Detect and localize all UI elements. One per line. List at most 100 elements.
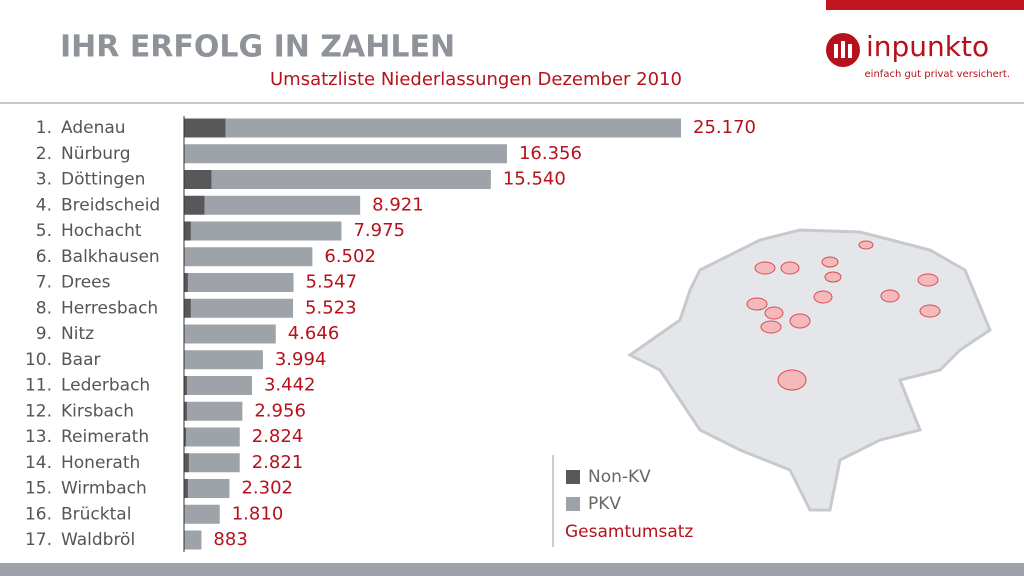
legend-swatch: [566, 470, 580, 484]
category-label: Honerath: [61, 453, 140, 473]
legend-label: Non-KV: [588, 467, 651, 487]
total-label: 2.956: [254, 400, 306, 421]
rank-label: 10.: [25, 350, 52, 370]
logo-text: inpunkto: [866, 30, 989, 63]
category-label: Nitz: [61, 324, 94, 344]
rank-label: 4.: [36, 195, 52, 215]
bar-segment: [184, 170, 212, 189]
rank-label: 14.: [25, 453, 52, 473]
bar-segment: [184, 479, 188, 498]
bar-segment: [184, 350, 263, 370]
rank-label: 16.: [25, 504, 52, 524]
legend: Non-KV PKV Gesamtumsatz: [565, 467, 693, 542]
rank-label: 17.: [25, 530, 52, 550]
map-decoration: [627, 228, 992, 512]
bar-segment: [184, 118, 226, 138]
bar-segment: [184, 324, 276, 344]
category-label: Reimerath: [61, 427, 149, 447]
category-label: Lederbach: [61, 376, 150, 396]
bar-segment: [187, 273, 294, 292]
plot: 1. Adenau 25.170 2. Nürburg 16.356 3. Döttingen…: [25, 116, 756, 552]
rank-label: 12.: [25, 401, 52, 421]
bar-segment: [190, 221, 342, 241]
rank-label: 2.: [36, 144, 52, 164]
bar-segment: [184, 247, 313, 267]
category-label: Breidscheid: [61, 195, 160, 215]
category-label: Brücktal: [61, 504, 131, 524]
legend-swatch: [566, 497, 580, 511]
map-shape: [627, 228, 992, 512]
bar-segment: [188, 453, 240, 473]
category-label: Drees: [61, 273, 111, 293]
category-label: Kirsbach: [61, 401, 134, 421]
total-label: 4.646: [288, 323, 340, 344]
bar-segment: [184, 530, 202, 550]
bar-segment: [204, 195, 361, 215]
category-label: Adenau: [61, 118, 126, 138]
rank-label: 1.: [36, 118, 52, 138]
bar-segment: [187, 479, 230, 498]
bar-segment: [184, 453, 189, 473]
bar-segment: [186, 401, 243, 421]
category-label: Döttingen: [61, 170, 145, 190]
total-label: 6.502: [324, 246, 376, 267]
logo-stripe: [848, 44, 852, 58]
bottom-band: [0, 563, 1024, 576]
category-label: Baar: [61, 350, 101, 370]
legend-label: Gesamtumsatz: [565, 522, 693, 542]
total-label: 15.540: [503, 169, 566, 190]
total-label: 2.821: [252, 452, 304, 473]
bar-segment: [184, 298, 191, 318]
category-label: Herresbach: [61, 298, 158, 318]
bar-segment: [184, 273, 188, 292]
bar-segment: [190, 298, 294, 318]
bar-segment: [184, 504, 220, 524]
logo-stripe: [834, 44, 838, 58]
category-label: Hochacht: [61, 221, 142, 241]
title: IHR ERFOLG IN ZAHLEN: [60, 30, 455, 65]
total-label: 8.921: [372, 194, 424, 215]
total-label: 5.523: [305, 297, 357, 318]
total-label: 25.170: [693, 117, 756, 138]
bar-segment: [211, 170, 491, 189]
total-label: 3.994: [275, 349, 327, 370]
rank-label: 6.: [36, 247, 52, 267]
rank-label: 15.: [25, 479, 52, 499]
category-label: Wirmbach: [61, 479, 147, 499]
logo-tagline: einfach gut privat versichert.: [865, 69, 1010, 80]
rank-label: 9.: [36, 324, 52, 344]
total-label: 5.547: [306, 272, 358, 293]
bar-segment: [184, 376, 187, 395]
total-label: 7.975: [353, 220, 405, 241]
rank-label: 11.: [25, 376, 52, 396]
total-label: 883: [213, 529, 247, 550]
bar-segment: [185, 427, 240, 447]
top-accent: [826, 0, 1024, 10]
logo: inpunkto einfach gut privat versichert.: [826, 30, 1010, 80]
rank-label: 13.: [25, 427, 52, 447]
rank-label: 3.: [36, 170, 52, 190]
rank-label: 7.: [36, 273, 52, 293]
map-dots: [746, 240, 941, 391]
category-label: Balkhausen: [61, 247, 160, 267]
bar-segment: [184, 401, 187, 421]
rank-label: 8.: [36, 298, 52, 318]
bar-segment: [184, 144, 507, 164]
bar-segment: [184, 195, 205, 215]
logo-stripe: [841, 41, 845, 58]
bar-segment: [184, 221, 191, 241]
bar-segment: [225, 118, 681, 138]
legend-label: PKV: [588, 494, 621, 514]
total-label: 2.302: [241, 478, 293, 499]
category-label: Waldbröl: [61, 530, 135, 550]
total-label: 2.824: [252, 426, 304, 447]
bar-segment: [186, 376, 252, 395]
total-label: 16.356: [519, 143, 582, 164]
rank-label: 5.: [36, 221, 52, 241]
subtitle: Umsatzliste Niederlassungen Dezember 201…: [270, 69, 682, 90]
category-label: Nürburg: [61, 144, 131, 164]
total-label: 3.442: [264, 375, 316, 396]
bar-segment: [184, 427, 186, 447]
total-label: 1.810: [232, 503, 284, 524]
